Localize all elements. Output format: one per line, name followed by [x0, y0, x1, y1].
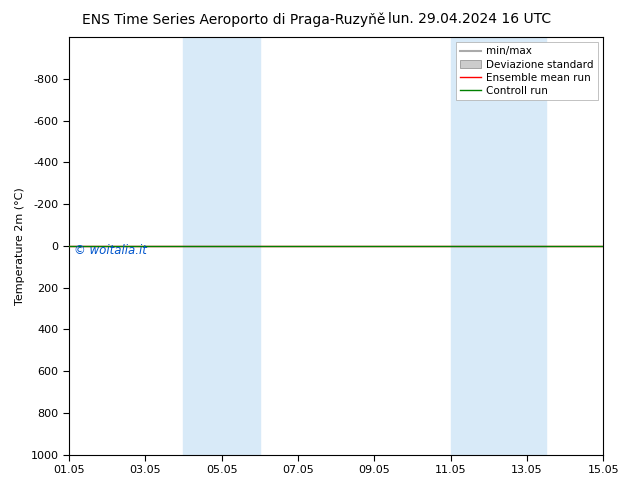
Text: © woitalia.it: © woitalia.it — [74, 244, 147, 257]
Text: ENS Time Series Aeroporto di Praga-Ruzyňě: ENS Time Series Aeroporto di Praga-Ruzyň… — [82, 12, 386, 27]
Bar — [451, 37, 546, 455]
Bar — [183, 37, 260, 455]
Legend: min/max, Deviazione standard, Ensemble mean run, Controll run: min/max, Deviazione standard, Ensemble m… — [456, 42, 598, 100]
Text: lun. 29.04.2024 16 UTC: lun. 29.04.2024 16 UTC — [389, 12, 552, 26]
Y-axis label: Temperature 2m (°C): Temperature 2m (°C) — [15, 187, 25, 305]
